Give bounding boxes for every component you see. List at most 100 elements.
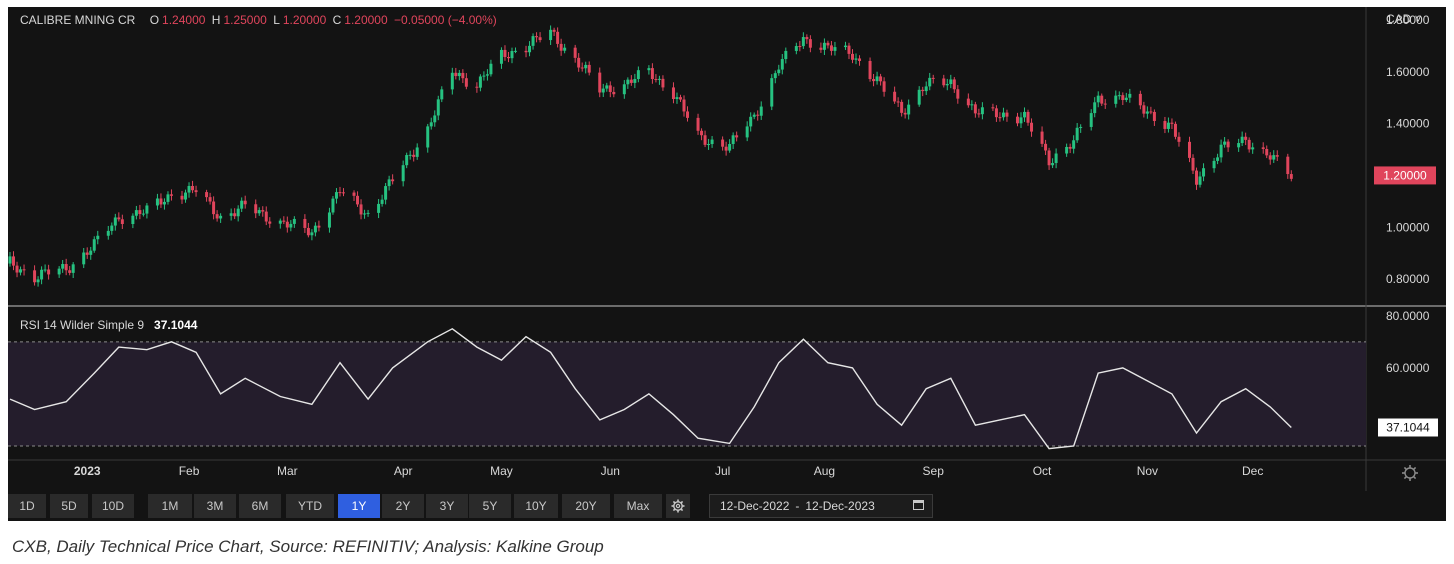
candle-body	[703, 135, 707, 145]
instrument-name: CALIBRE MNING CR	[20, 13, 136, 27]
candle-body	[657, 78, 661, 80]
candle-body	[233, 213, 237, 217]
candle-body	[1219, 144, 1223, 158]
candle-body	[1268, 155, 1272, 160]
rsi-y-tick-label: 60.0000	[1386, 361, 1430, 375]
candle-body	[285, 221, 289, 228]
candle-body	[1275, 155, 1279, 157]
candle-body	[601, 88, 605, 93]
candle-body	[879, 76, 883, 82]
candle-body	[219, 215, 223, 219]
candle-body	[1103, 103, 1107, 105]
date-range-picker[interactable]: 12-Dec-2022-12-Dec-2023	[709, 494, 933, 518]
candle-body	[22, 269, 26, 271]
candle-body	[313, 225, 317, 233]
candle-body	[882, 81, 886, 92]
candle-body	[826, 42, 830, 46]
candle-body	[187, 186, 191, 193]
candle-body	[1272, 155, 1276, 160]
timeframe-2y-button[interactable]: 2Y	[382, 494, 424, 518]
timeframe-10d-button[interactable]: 10D	[92, 494, 134, 518]
candle-body	[559, 43, 563, 51]
timeframe-20y-button[interactable]: 20Y	[562, 494, 610, 518]
candle-body	[71, 264, 75, 273]
candle-body	[756, 114, 760, 116]
candle-body	[334, 192, 338, 199]
currency-selector[interactable]: CAD ˅	[1386, 12, 1422, 26]
candle-body	[514, 50, 517, 52]
candle-body	[478, 76, 482, 88]
candle-body	[184, 192, 188, 200]
candle-body	[854, 58, 858, 60]
candle-body	[1065, 146, 1069, 154]
timeframe-6m-button[interactable]: 6M	[239, 494, 281, 518]
rsi-value-tag	[1378, 418, 1438, 437]
candle-body	[980, 107, 984, 115]
candle-body	[391, 179, 395, 182]
candle-body	[1044, 143, 1048, 151]
candle-body	[650, 68, 654, 80]
candle-body	[1152, 111, 1156, 122]
figure-caption: CXB, Daily Technical Price Chart, Source…	[12, 537, 604, 556]
timeframe-1y-button[interactable]: 1Y	[338, 494, 380, 518]
date-separator: -	[795, 499, 800, 513]
candle-body	[1023, 111, 1027, 118]
timeframe-10y-button[interactable]: 10Y	[514, 494, 558, 518]
timeframe-5d-button[interactable]: 5D	[50, 494, 88, 518]
candle-body	[549, 29, 553, 41]
candle-body	[405, 155, 409, 166]
candle-body	[1019, 117, 1023, 124]
candle-body	[872, 79, 876, 82]
candle-body	[1163, 121, 1167, 129]
timeframe-3m-button[interactable]: 3M	[194, 494, 236, 518]
candle-body	[257, 210, 261, 214]
timeframe-1d-button[interactable]: 1D	[8, 494, 46, 518]
candle-body	[96, 235, 100, 240]
candle-body	[384, 186, 388, 200]
candle-body	[352, 192, 356, 196]
candle-body	[868, 60, 872, 80]
timeframe-1m-button[interactable]: 1M	[148, 494, 192, 518]
candle-body	[461, 72, 465, 79]
candle-body	[485, 74, 489, 76]
candle-body	[236, 208, 240, 217]
timeframe-3y-button[interactable]: 3Y	[426, 494, 468, 518]
candle-body	[131, 215, 135, 225]
candle-body	[134, 210, 138, 216]
candle-body	[61, 264, 65, 269]
candle-body	[1170, 122, 1174, 124]
candle-body	[1286, 156, 1290, 175]
candle-body	[408, 154, 412, 156]
candle-body	[141, 213, 145, 215]
candle-body	[169, 194, 173, 196]
candle-body	[1289, 174, 1293, 179]
candle-body	[633, 79, 637, 83]
candle-body	[973, 104, 977, 114]
x-tick-label: Apr	[394, 464, 413, 478]
candle-body	[998, 117, 1002, 119]
candle-body	[162, 201, 166, 205]
candle-body	[1075, 127, 1079, 141]
timeframe-max-button[interactable]: Max	[614, 494, 662, 518]
candle-body	[138, 210, 142, 215]
candle-body	[707, 144, 711, 146]
high-value: 1.25000	[223, 13, 267, 27]
candle-body	[900, 101, 904, 113]
timeframe-5y-button[interactable]: 5Y	[469, 494, 511, 518]
candle-body	[728, 144, 732, 151]
timeframe-ytd-button[interactable]: YTD	[286, 494, 334, 518]
candle-body	[1079, 126, 1083, 128]
candle-body	[1195, 170, 1199, 185]
date-start: 12-Dec-2022	[720, 499, 790, 513]
x-tick-label: Dec	[1242, 464, 1263, 478]
candle-body	[82, 252, 86, 265]
candle-body	[917, 89, 921, 105]
candle-body	[745, 126, 749, 138]
candle-body	[412, 154, 416, 157]
candle-body	[68, 270, 72, 273]
settings-button[interactable]	[666, 494, 690, 518]
candle-body	[675, 97, 679, 100]
candle-body	[784, 50, 788, 60]
chart-canvas: 0.80000 1.00000 1.20000 1.40000 1.60000 1.800…	[8, 7, 1446, 491]
candle-body	[608, 85, 612, 92]
